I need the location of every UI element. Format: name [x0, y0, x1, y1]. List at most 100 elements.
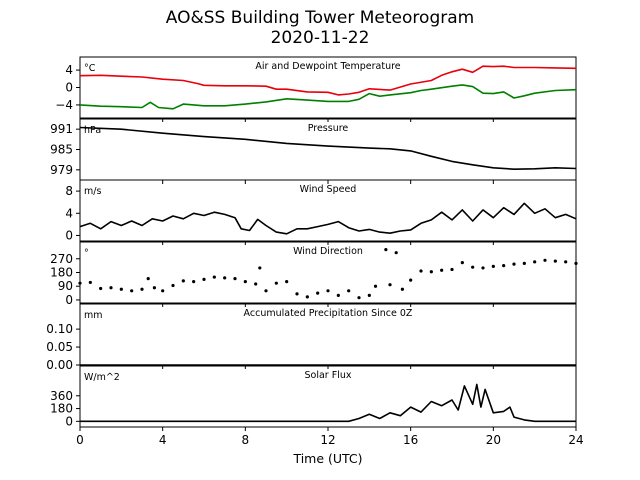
wind_dir-series-0-point [373, 284, 378, 288]
wind_dir-series-0-point [295, 292, 299, 296]
x-tick-label: 24 [568, 433, 583, 447]
wind_dir-series-0-point [388, 283, 392, 287]
precip-y-tick-label: 0.05 [46, 340, 73, 354]
wind_dir-series-0-point [258, 266, 262, 270]
solar-y-tick-label: 180 [50, 402, 73, 416]
pressure-y-tick-label: 991 [50, 122, 73, 136]
wind_dir-series-0-point [481, 266, 485, 270]
temp-y-tick-label: 4 [65, 63, 73, 77]
wind_dir-series-0-point [192, 280, 196, 284]
wind_dir-series-0-point [305, 295, 309, 299]
wind_dir-series-0-point [429, 270, 433, 274]
wind_speed-y-tick-label: 8 [65, 184, 73, 198]
x-tick-label: 0 [76, 433, 84, 447]
solar-y-tick-label: 0 [65, 414, 73, 428]
wind_dir-series-0-point [109, 286, 113, 290]
x-tick-label: 12 [320, 433, 335, 447]
x-axis-label: Time (UTC) [292, 451, 362, 466]
wind_dir-series-0-point [450, 267, 454, 272]
wind_dir-series-0-point [119, 287, 123, 291]
wind_dir-series-0-point [152, 286, 156, 290]
chart-title: AO&SS Building Tower Meteorogram [165, 8, 475, 28]
temp-unit-label: °C [84, 63, 96, 74]
wind_dir-series-0-point [512, 262, 516, 266]
wind_dir-series-0-point [212, 275, 216, 279]
wind_dir-series-0-point [502, 264, 506, 268]
wind_dir-series-0-point [140, 287, 144, 291]
wind_dir-series-0-point [326, 289, 330, 293]
wind_dir-series-0-point [491, 264, 495, 268]
wind_dir-series-0-point [543, 258, 547, 262]
wind_dir-series-0-point [357, 296, 361, 300]
wind_dir-unit-label: ° [84, 248, 89, 259]
wind_dir-series-0-point [553, 259, 557, 263]
wind_dir-series-0-point [440, 268, 444, 272]
temp-series-0-line [79, 65, 577, 96]
temp-series-1-line [79, 84, 577, 110]
wind_dir-series-0-point [419, 269, 423, 273]
temp-y-tick-label: 0 [65, 81, 73, 95]
wind_dir-series-0-point [384, 248, 388, 252]
wind_dir-series-0-point [99, 286, 103, 291]
wind_dir-series-0-point [254, 282, 258, 286]
wind_dir-series-0-point [233, 277, 237, 281]
wind_dir-panel-title: Wind Direction [293, 246, 363, 257]
wind_dir-y-tick-label: 270 [50, 252, 73, 266]
solar-series-0-line [80, 383, 576, 423]
wind_speed-y-tick-label: 0 [65, 228, 73, 242]
pressure-y-tick-label: 979 [50, 163, 73, 177]
precip-y-tick-label: 0.10 [46, 322, 73, 336]
temp-y-tick-label: −4 [55, 98, 73, 112]
pressure-y-tick-label: 985 [50, 143, 73, 157]
pressure-panel-title: Pressure [308, 123, 349, 134]
wind_speed-series-0-line [79, 202, 577, 235]
wind_dir-series-0-point [347, 289, 351, 293]
wind_dir-series-0-point [130, 289, 134, 293]
wind_dir-series-0-point [564, 260, 568, 264]
wind_dir-series-0-point [181, 279, 185, 283]
x-tick-label: 8 [242, 433, 250, 447]
wind_dir-series-0-point [336, 293, 340, 297]
wind_dir-series-0-point [274, 281, 278, 285]
precip-unit-label: mm [84, 310, 103, 321]
wind_dir-series-0-point [471, 265, 475, 269]
wind_dir-series-0-point [533, 260, 537, 264]
precip-panel-title: Accumulated Precipitation Since 0Z [244, 308, 413, 319]
wind_dir-series-0-point [223, 276, 227, 280]
wind_speed-panel-title: Wind Speed [300, 184, 357, 195]
wind_dir-series-0-point [285, 280, 289, 284]
wind_dir-series-0-point [243, 280, 247, 284]
wind_dir-series-0-point [400, 287, 404, 291]
solar-unit-label: W/m^2 [84, 372, 120, 383]
pressure-unit-label: hPa [84, 125, 101, 136]
wind_dir-y-tick-label: 180 [50, 266, 73, 280]
wind_dir-series-0-point [460, 260, 464, 265]
wind_dir-series-0-point [409, 278, 413, 282]
x-tick-label: 16 [403, 433, 418, 447]
x-tick-label: 4 [159, 433, 167, 447]
wind_dir-series-0-point [264, 289, 268, 293]
wind_dir-series-0-point [394, 251, 398, 255]
wind_dir-series-0-point [522, 261, 526, 265]
wind_dir-series-0-point [161, 289, 165, 293]
chart-subtitle: 2020-11-22 [270, 28, 370, 48]
wind_dir-series-0-point [202, 277, 206, 281]
wind_dir-series-0-point [367, 293, 371, 297]
wind_dir-series-0-point [316, 291, 320, 295]
wind_dir-series-0-point [146, 277, 150, 281]
pressure-series-0-line [79, 126, 577, 170]
wind_speed-y-tick-label: 4 [65, 206, 73, 220]
precip-y-tick-label: 0.00 [46, 358, 73, 372]
temp-panel-title: Air and Dewpoint Temperature [255, 61, 400, 72]
wind_dir-series-0-point [574, 261, 578, 265]
solar-panel-title: Solar Flux [305, 370, 352, 381]
wind_dir-y-tick-label: 90 [58, 279, 73, 293]
wind_dir-y-tick-label: 0 [65, 293, 73, 307]
wind_dir-series-0-point [78, 281, 82, 285]
wind_dir-series-0-point [171, 283, 175, 288]
solar-y-tick-label: 360 [50, 389, 73, 403]
wind_speed-unit-label: m/s [84, 186, 101, 197]
x-tick-label: 20 [486, 433, 501, 447]
